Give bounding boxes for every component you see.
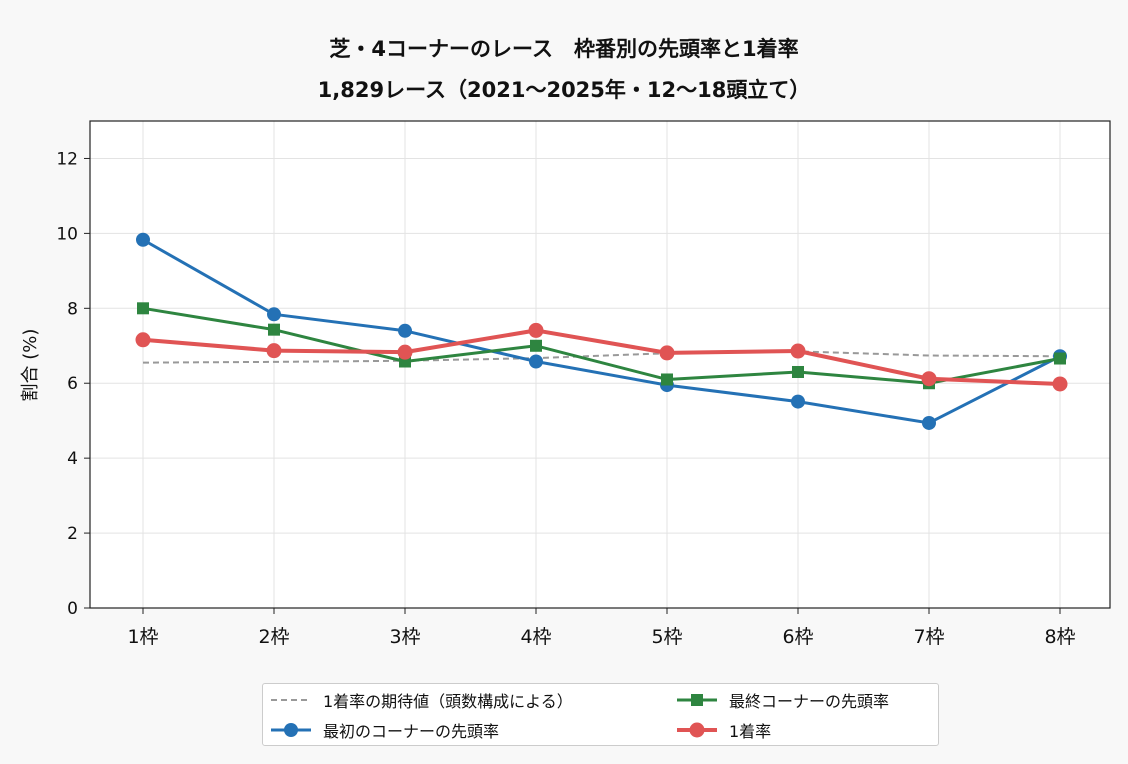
data-point-final-corner [137,302,149,315]
data-point-first-corner [267,307,281,322]
y-tick-label: 0 [67,599,78,619]
data-point-win-rate [790,343,806,359]
series-win-rate-line [142,328,1061,386]
x-tick-label: 3枠 [389,626,420,648]
legend-item-first-corner: 最初のコーナーの先頭率 [269,718,499,742]
y-tick-label: 8 [67,299,78,319]
data-point-final-corner [661,373,673,386]
y-axis-label: 割合 (%) [20,329,41,402]
legend-item-expected: 1着率の期待値（頭数構成による） [269,688,573,712]
x-tick-label: 5枠 [651,626,682,648]
chart-subtitle: 1,829レース（2021〜2025年・12〜18頭立て） [317,78,811,102]
legend-square-marker-icon [677,694,717,706]
x-tick-label: 6枠 [782,626,813,648]
data-point-final-corner [792,365,804,378]
legend-circle-marker-icon [271,723,311,737]
data-point-first-corner [529,354,543,369]
series-first-corner-line [142,238,1061,425]
axis-ticks: 0 2 4 6 8 10 12 1枠 2枠 3枠 4枠 5枠 6枠 7枠 8枠 [56,149,1075,648]
data-point-win-rate [1052,376,1068,392]
data-point-win-rate [135,332,151,348]
legend-item-win-rate: 1着率 [675,718,771,742]
y-tick-label: 12 [56,149,78,169]
x-tick-label: 7枠 [913,626,944,648]
line-chart: 0 2 4 6 8 10 12 1枠 2枠 3枠 4枠 5枠 6枠 7枠 8枠 割合 (%) [20,120,1111,648]
series-expected-line [142,350,1061,364]
chart-title: 芝・4コーナーのレース 枠番別の先頭率と1着率 [329,37,799,61]
legend-label: 最終コーナーの先頭率 [729,692,890,711]
data-point-win-rate [921,371,937,387]
x-tick-label: 4枠 [520,626,551,648]
y-tick-label: 10 [56,224,78,244]
y-tick-label: 6 [67,374,78,394]
series-layer [135,232,1068,430]
data-point-final-corner [1054,352,1066,365]
data-point-first-corner [922,415,936,430]
legend-label: 1着率の期待値（頭数構成による） [323,692,573,711]
data-point-win-rate [266,343,282,359]
data-point-win-rate [659,345,675,361]
data-point-first-corner [791,394,805,409]
legend-dashed-line-icon [271,699,311,701]
x-tick-label: 1枠 [127,626,158,648]
data-point-first-corner [136,232,150,247]
series-final-corner-line [142,306,1061,385]
legend-item-final-corner: 最終コーナーの先頭率 [675,688,889,712]
plot-border [89,120,1111,609]
x-tick-label: 2枠 [258,626,289,648]
data-point-final-corner [268,323,280,336]
y-tick-label: 2 [67,524,78,544]
x-tick-label: 8枠 [1044,626,1075,648]
data-point-win-rate [397,344,413,360]
data-point-first-corner [398,323,412,338]
data-point-final-corner [530,339,542,352]
legend-circle-marker-icon [677,722,717,738]
data-point-win-rate [528,322,544,338]
legend-label: 1着率 [729,722,772,741]
plot-area [90,121,1110,608]
legend: 1着率の期待値（頭数構成による） 最初のコーナーの先頭率 最終コーナーの先頭率 … [262,683,939,746]
legend-label: 最初のコーナーの先頭率 [323,722,500,741]
y-tick-label: 4 [67,449,78,469]
